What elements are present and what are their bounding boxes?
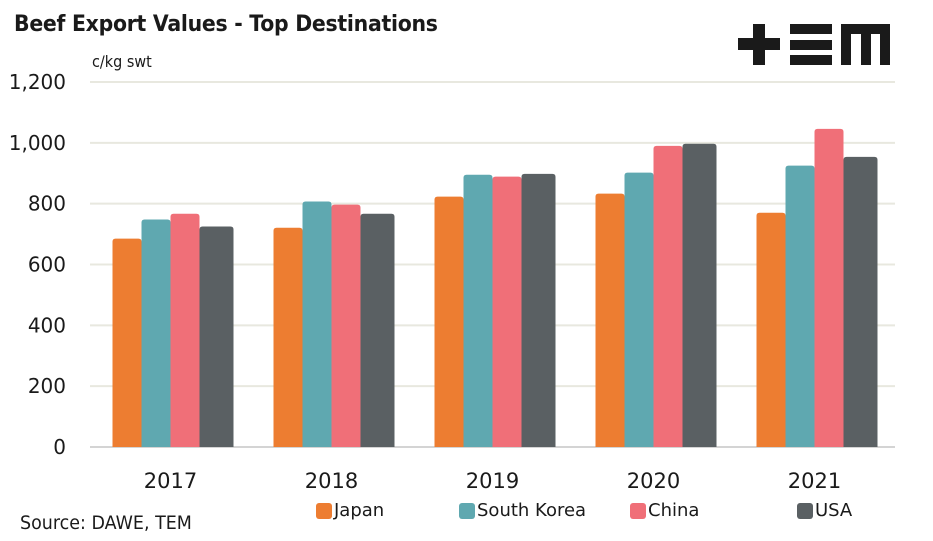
legend-swatch <box>797 502 813 519</box>
logo-e-middle <box>790 40 832 50</box>
legend-label: USA <box>815 500 853 521</box>
legend-swatch <box>459 502 475 519</box>
tem-logo <box>738 24 890 65</box>
bar-usa-2020 <box>682 143 717 447</box>
bar-south-korea-2018 <box>302 201 332 447</box>
legend-item-japan: Japan <box>316 500 384 521</box>
y-tick-label: 1,000 <box>9 131 66 155</box>
y-tick-label: 1,200 <box>9 70 66 94</box>
y-tick-label: 200 <box>28 374 66 398</box>
bar-south-korea-2020 <box>624 172 654 447</box>
bar-china-2018 <box>331 204 361 447</box>
chart-legend: Japan South Korea China USA <box>0 500 933 524</box>
logo-e-bottom <box>790 55 832 65</box>
bar-usa-2019 <box>521 173 556 447</box>
source-note: Source: DAWE, TEM <box>20 512 192 534</box>
y-tick-label: 0 <box>53 435 66 459</box>
bar-south-korea-2021 <box>785 165 815 448</box>
legend-item-china: China <box>630 500 699 521</box>
legend-swatch <box>316 502 332 519</box>
logo-plus-vertical <box>753 24 765 65</box>
bar-south-korea-2017 <box>141 219 171 447</box>
legend-label: China <box>648 500 700 521</box>
bar-usa-2018 <box>360 213 395 447</box>
chart-title: Beef Export Values - Top Destinations <box>14 12 438 37</box>
x-tick-label: 2019 <box>466 469 519 493</box>
logo-m-left <box>841 24 851 65</box>
bar-japan-2020 <box>595 193 625 447</box>
bar-china-2021 <box>814 128 844 447</box>
bar-china-2017 <box>170 213 200 447</box>
logo-e-top <box>790 24 832 34</box>
logo-m-right <box>880 24 890 65</box>
bar-japan-2019 <box>434 196 464 447</box>
y-tick-label: 800 <box>28 192 66 216</box>
legend-swatch <box>630 502 646 519</box>
y-tick-label: 400 <box>28 313 66 337</box>
bar-usa-2017 <box>199 226 234 447</box>
bar-japan-2021 <box>756 212 786 447</box>
legend-label: South Korea <box>477 500 587 521</box>
bar-south-korea-2019 <box>463 174 493 448</box>
bar-japan-2017 <box>112 238 142 447</box>
legend-label: Japan <box>334 500 385 521</box>
bar-china-2020 <box>653 145 683 447</box>
bar-china-2019 <box>492 176 522 448</box>
legend-item-usa: USA <box>797 500 852 521</box>
x-tick-label: 2020 <box>627 469 680 493</box>
logo-m-center <box>861 24 871 65</box>
x-tick-label: 2021 <box>788 469 841 493</box>
x-tick-label: 2017 <box>144 469 197 493</box>
y-tick-label: 600 <box>28 253 66 277</box>
legend-item-south-korea: South Korea <box>459 500 586 521</box>
bar-japan-2018 <box>273 227 303 447</box>
bar-usa-2021 <box>843 156 878 447</box>
x-tick-label: 2018 <box>305 469 358 493</box>
y-axis-unit-label: c/kg swt <box>92 52 152 71</box>
